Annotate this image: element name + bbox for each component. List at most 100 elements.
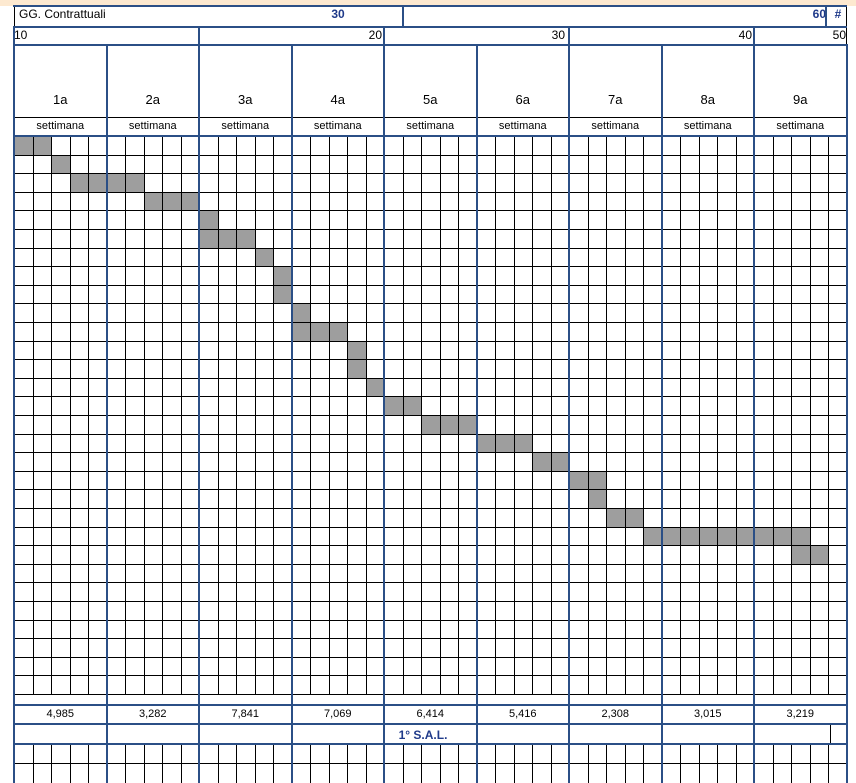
gantt-cell-filled [421,415,440,434]
grid-line-v [254,744,256,763]
grid-line-v [458,744,459,763]
gantt-cell-filled [754,526,773,546]
grid-line-v [328,744,330,763]
scale-mark-50: 50 [832,28,846,42]
gantt-cell-filled [199,210,218,229]
grid-line-h [14,508,846,509]
grid-line-v [439,763,441,783]
grid-line-v [587,763,589,783]
top-strip [0,0,856,6]
grid-line-v [698,763,700,783]
grid-line-v [772,744,774,763]
grid-line-v [735,744,737,763]
grid-line-v [532,744,533,763]
gantt-cell-filled [125,173,144,192]
grid-line-v [328,763,330,783]
grid-line-h [14,601,846,602]
grid-line-h [14,303,846,305]
gantt-cell-filled [199,229,218,248]
grid-line-v [680,763,681,783]
scale-separator [568,26,570,44]
grid-line-v [143,744,145,763]
week-number: 6a [515,92,530,107]
header-separator [825,5,827,26]
gantt-cell-filled [310,322,329,341]
contract-days-label: GG. Contrattuali [19,7,106,21]
week-total: 7,069 [323,708,352,720]
week-separator [13,26,15,783]
grid-line-h [14,619,846,621]
grid-line-v [532,763,533,783]
gantt-cell-filled [273,284,292,304]
grid-line-v [587,744,589,763]
grid-line-v [606,744,607,763]
gantt-cell-filled [51,154,70,174]
grid-line-v [310,744,311,763]
grid-line-v [624,763,626,783]
week-number: 1a [53,92,68,107]
grid-line-h [14,210,846,212]
grid-line-v [125,744,126,763]
grid-line-v [365,744,367,763]
grid-line-v [236,763,237,783]
grid-line-v [421,744,422,763]
week-total: 3,282 [138,708,167,720]
gantt-cell-filled [698,526,717,546]
grid-line-v [273,763,274,783]
gantt-cell-filled [328,322,347,341]
scale-mark-40: 40 [738,28,752,42]
grid-line-v [680,744,681,763]
week-label: settimana [406,120,455,132]
grid-line-h [14,638,846,640]
grid-line-h [14,396,846,398]
grid-line-v [365,763,367,783]
gantt-cell-filled [254,247,273,267]
week-separator [753,44,755,783]
gantt-cell-filled [569,470,588,490]
grid-line-h [14,763,846,764]
scale-start: 10 [14,28,28,42]
blue-rule [13,743,847,745]
week-total: 5,416 [508,708,537,720]
week-separator [290,44,293,783]
gantt-cell-filled [643,526,662,546]
week-total: 3,015 [693,708,722,720]
gantt-cell-filled [143,191,162,211]
gantt-cell-filled [88,173,107,192]
week-total: 6,414 [416,708,445,720]
week-label: settimana [36,120,85,132]
gantt-cell-filled [587,489,606,508]
grid-line-v [458,763,459,783]
grid-line-v [125,763,126,783]
grid-line-v [273,744,274,763]
grid-line-v [162,763,163,783]
gantt-cell-filled [476,433,495,453]
blue-rule [13,135,847,137]
gantt-cell-filled [791,545,810,564]
grid-line-v [69,744,71,763]
gantt-cell-filled [291,303,310,322]
blue-rule [13,26,847,28]
week-separator [475,44,478,783]
gantt-cell-filled [365,377,384,397]
grid-line-v [236,744,237,763]
grid-line-v [606,763,607,783]
scale-separator [753,26,755,44]
week-number: 7a [608,92,623,107]
week-total: 4,985 [46,708,75,720]
gantt-cell-filled [106,173,125,192]
week-label: settimana [683,120,732,132]
gantt-cell-filled [791,526,810,546]
blue-rule [13,44,847,46]
week-number: 5a [423,92,438,107]
blue-rule [13,704,847,706]
gantt-cell-filled [809,545,828,564]
week-separator [845,44,848,783]
scale-separator [383,26,385,44]
grid-line-h [14,656,846,658]
gantt-cell-filled [236,229,255,248]
grid-line-h [14,675,846,677]
grid-line-v [550,744,552,763]
grid-line-h [14,173,846,175]
